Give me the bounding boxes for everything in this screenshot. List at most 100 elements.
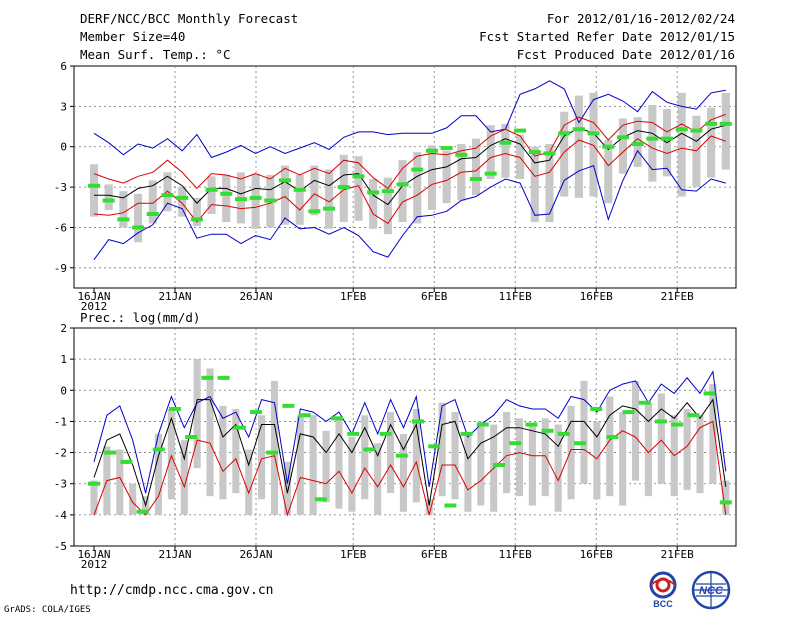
panel0-box bbox=[471, 138, 481, 196]
panel1-box bbox=[180, 440, 188, 515]
panel1-observed-marker bbox=[476, 422, 489, 427]
panel1-observed-marker bbox=[574, 441, 586, 446]
panel0-observed-marker bbox=[249, 195, 262, 200]
panel1-low-line bbox=[93, 420, 727, 517]
panel0-mean-line bbox=[94, 124, 726, 206]
panel1-box bbox=[541, 418, 549, 497]
panel1-box bbox=[503, 412, 511, 494]
panel0-ytick-label: -9 bbox=[54, 262, 67, 275]
panel0-year-label: 2012 bbox=[81, 300, 108, 313]
panel0-observed-marker bbox=[102, 198, 115, 203]
panel0-box bbox=[574, 95, 583, 198]
panel0-observed-marker bbox=[146, 212, 159, 216]
panel1-ytick-label: 2 bbox=[60, 322, 67, 335]
panel0-observed-marker bbox=[499, 140, 512, 145]
panel1-box bbox=[696, 415, 704, 494]
panel0-xtick-label: 11FEB bbox=[499, 290, 532, 303]
panel1-box bbox=[296, 415, 304, 515]
panel0-observed-marker bbox=[470, 177, 483, 182]
panel0-box bbox=[648, 105, 657, 182]
source-url: http://cmdp.ncc.cma.gov.cn bbox=[70, 583, 274, 598]
panel0-box bbox=[178, 187, 187, 217]
panel1-observed-marker bbox=[217, 375, 230, 380]
panel1-box bbox=[270, 380, 279, 515]
panel1-observed-marker bbox=[687, 413, 700, 418]
panel0-observed-marker bbox=[132, 225, 145, 230]
panel0-ytick-label: 3 bbox=[60, 100, 67, 113]
panel1-observed-marker bbox=[719, 500, 732, 505]
panel0-box bbox=[501, 123, 510, 178]
refer-date: Fcst Started Refer Date 2012/01/15 bbox=[479, 29, 735, 44]
panel0-box bbox=[325, 169, 334, 229]
panel1-xtick-label: 26JAN bbox=[239, 548, 272, 561]
panel1-box bbox=[219, 405, 227, 500]
panel1-observed-marker bbox=[250, 410, 262, 415]
panel0-box bbox=[560, 111, 569, 197]
panel1-box bbox=[232, 408, 240, 494]
panel0-observed-marker bbox=[543, 151, 556, 156]
panel0-xtick-label: 21JAN bbox=[158, 290, 191, 303]
panel1-observed-marker bbox=[525, 422, 538, 427]
panel1-mean-line bbox=[93, 398, 727, 508]
panel1-observed-marker bbox=[298, 413, 311, 418]
panel0-observed-marker bbox=[690, 128, 703, 133]
panel1-max-line bbox=[93, 370, 727, 494]
panel0-xtick-label: 16FEB bbox=[580, 290, 613, 303]
variable-label: Mean Surf. Temp.: °C bbox=[80, 47, 231, 62]
panel1-observed-marker bbox=[363, 447, 376, 452]
panel0-box bbox=[295, 174, 304, 225]
panel0-box bbox=[707, 107, 716, 178]
panel1-xtick-label: 16FEB bbox=[580, 548, 613, 561]
panel0-xtick-label: 16JAN bbox=[77, 290, 110, 303]
grads-credit: GrADS: COLA/IGES bbox=[4, 605, 91, 615]
panel0-box bbox=[354, 156, 363, 221]
panel1-observed-marker bbox=[379, 431, 392, 436]
panel1-box bbox=[657, 393, 665, 484]
panel0-box bbox=[545, 144, 554, 223]
panel0-observed-marker bbox=[661, 136, 674, 141]
panel1-box bbox=[554, 424, 562, 512]
panel0-box bbox=[633, 117, 642, 167]
panel1-observed-marker bbox=[104, 450, 117, 455]
panel1-frame bbox=[73, 327, 737, 547]
panel1-ytick-label: 0 bbox=[60, 384, 67, 397]
panel1-box bbox=[387, 412, 395, 494]
ncc-logo-text: NCC bbox=[699, 585, 724, 597]
panel1-box bbox=[425, 499, 433, 515]
panel1-ytick-label: -2 bbox=[54, 447, 67, 460]
panel1-box bbox=[722, 480, 730, 515]
panel1-observed-marker bbox=[671, 422, 684, 427]
panel0-box bbox=[163, 172, 172, 212]
panel1-box bbox=[154, 433, 163, 515]
panel1-ytick-label: -5 bbox=[54, 540, 67, 553]
ncc-logo: NCC bbox=[691, 570, 731, 610]
panel0-box bbox=[413, 152, 422, 224]
panel0-box bbox=[427, 145, 436, 210]
panel1-observed-marker bbox=[509, 441, 522, 446]
panel1-box bbox=[451, 412, 459, 500]
panel0-observed-marker bbox=[572, 127, 585, 132]
panel1-box bbox=[528, 424, 536, 506]
panel0-box bbox=[692, 115, 701, 188]
panel0-max-line bbox=[93, 80, 726, 159]
panel0-observed-marker bbox=[631, 142, 644, 147]
panel1-xtick-label: 21FEB bbox=[661, 548, 694, 561]
panel1-observed-marker bbox=[282, 403, 295, 408]
panel0-observed-marker bbox=[616, 135, 629, 140]
panel0-observed-marker bbox=[88, 183, 100, 188]
panel1-box bbox=[412, 408, 420, 503]
panel0-observed-marker bbox=[220, 191, 233, 196]
forecast-period: For 2012/01/16-2012/02/24 bbox=[546, 11, 735, 26]
panel0-box bbox=[104, 184, 113, 210]
panel0-xtick-label: 21FEB bbox=[661, 290, 694, 303]
panel0-observed-marker bbox=[264, 198, 277, 203]
panel1-box bbox=[206, 368, 214, 497]
panel0-box bbox=[369, 179, 378, 229]
panel1-observed-marker bbox=[590, 406, 603, 411]
panel0-observed-marker bbox=[528, 150, 541, 155]
panel1-ytick-label: 1 bbox=[60, 353, 67, 366]
panel1-box bbox=[322, 430, 330, 503]
panel1-box bbox=[631, 380, 640, 481]
panel1-xtick-label: 6FEB bbox=[421, 548, 448, 561]
panel1-box bbox=[619, 412, 627, 506]
